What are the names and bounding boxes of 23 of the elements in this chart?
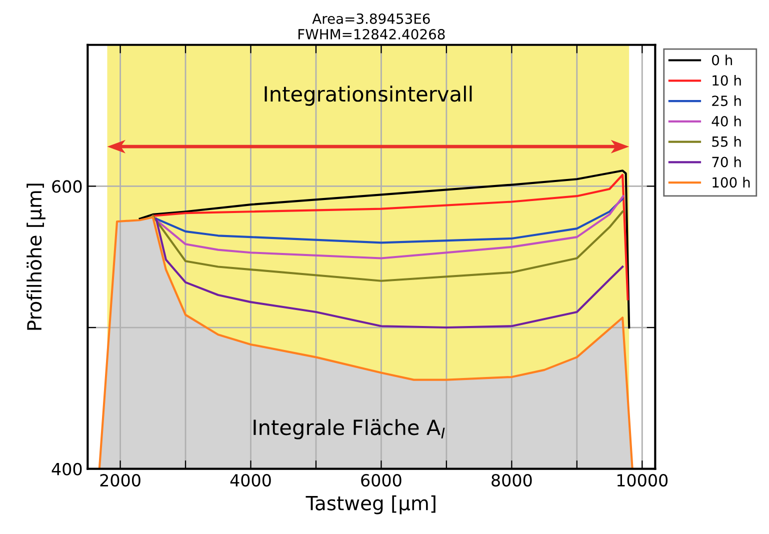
- legend-label: 10 h: [712, 74, 741, 86]
- y-tick-label: 400: [52, 462, 82, 476]
- legend-label: 55 h: [712, 136, 741, 147]
- x-tick-label: 2000: [100, 474, 140, 487]
- x-tick-label: 4000: [230, 474, 271, 487]
- line-series: [155, 218, 624, 329]
- x-axis-title: Tastweg [µm]: [306, 495, 436, 514]
- line-series: [152, 174, 629, 300]
- x-tick-label: 10000: [617, 474, 668, 487]
- x-tick-label: 8000: [492, 474, 532, 487]
- legend-label: 0 h: [712, 54, 732, 66]
- line-series: [152, 210, 624, 282]
- y-tick-label: 600: [52, 180, 82, 193]
- legend-label: 100 h: [712, 176, 750, 188]
- chart-title: Area=3.89453E6 FWHM=12842.40268: [298, 13, 445, 40]
- line-series: [138, 170, 630, 329]
- legend-label: 25 h: [712, 95, 741, 106]
- y-axis-title: Profilhöhe [µm]: [26, 184, 46, 330]
- band-label: Integrationsintervall: [264, 86, 472, 106]
- legend-label: 70 h: [712, 156, 741, 168]
- annotation: Integrale Fläche A$_{I}$: [254, 419, 445, 440]
- legend-label: 40 h: [712, 116, 741, 126]
- x-tick-label: 6000: [361, 474, 402, 487]
